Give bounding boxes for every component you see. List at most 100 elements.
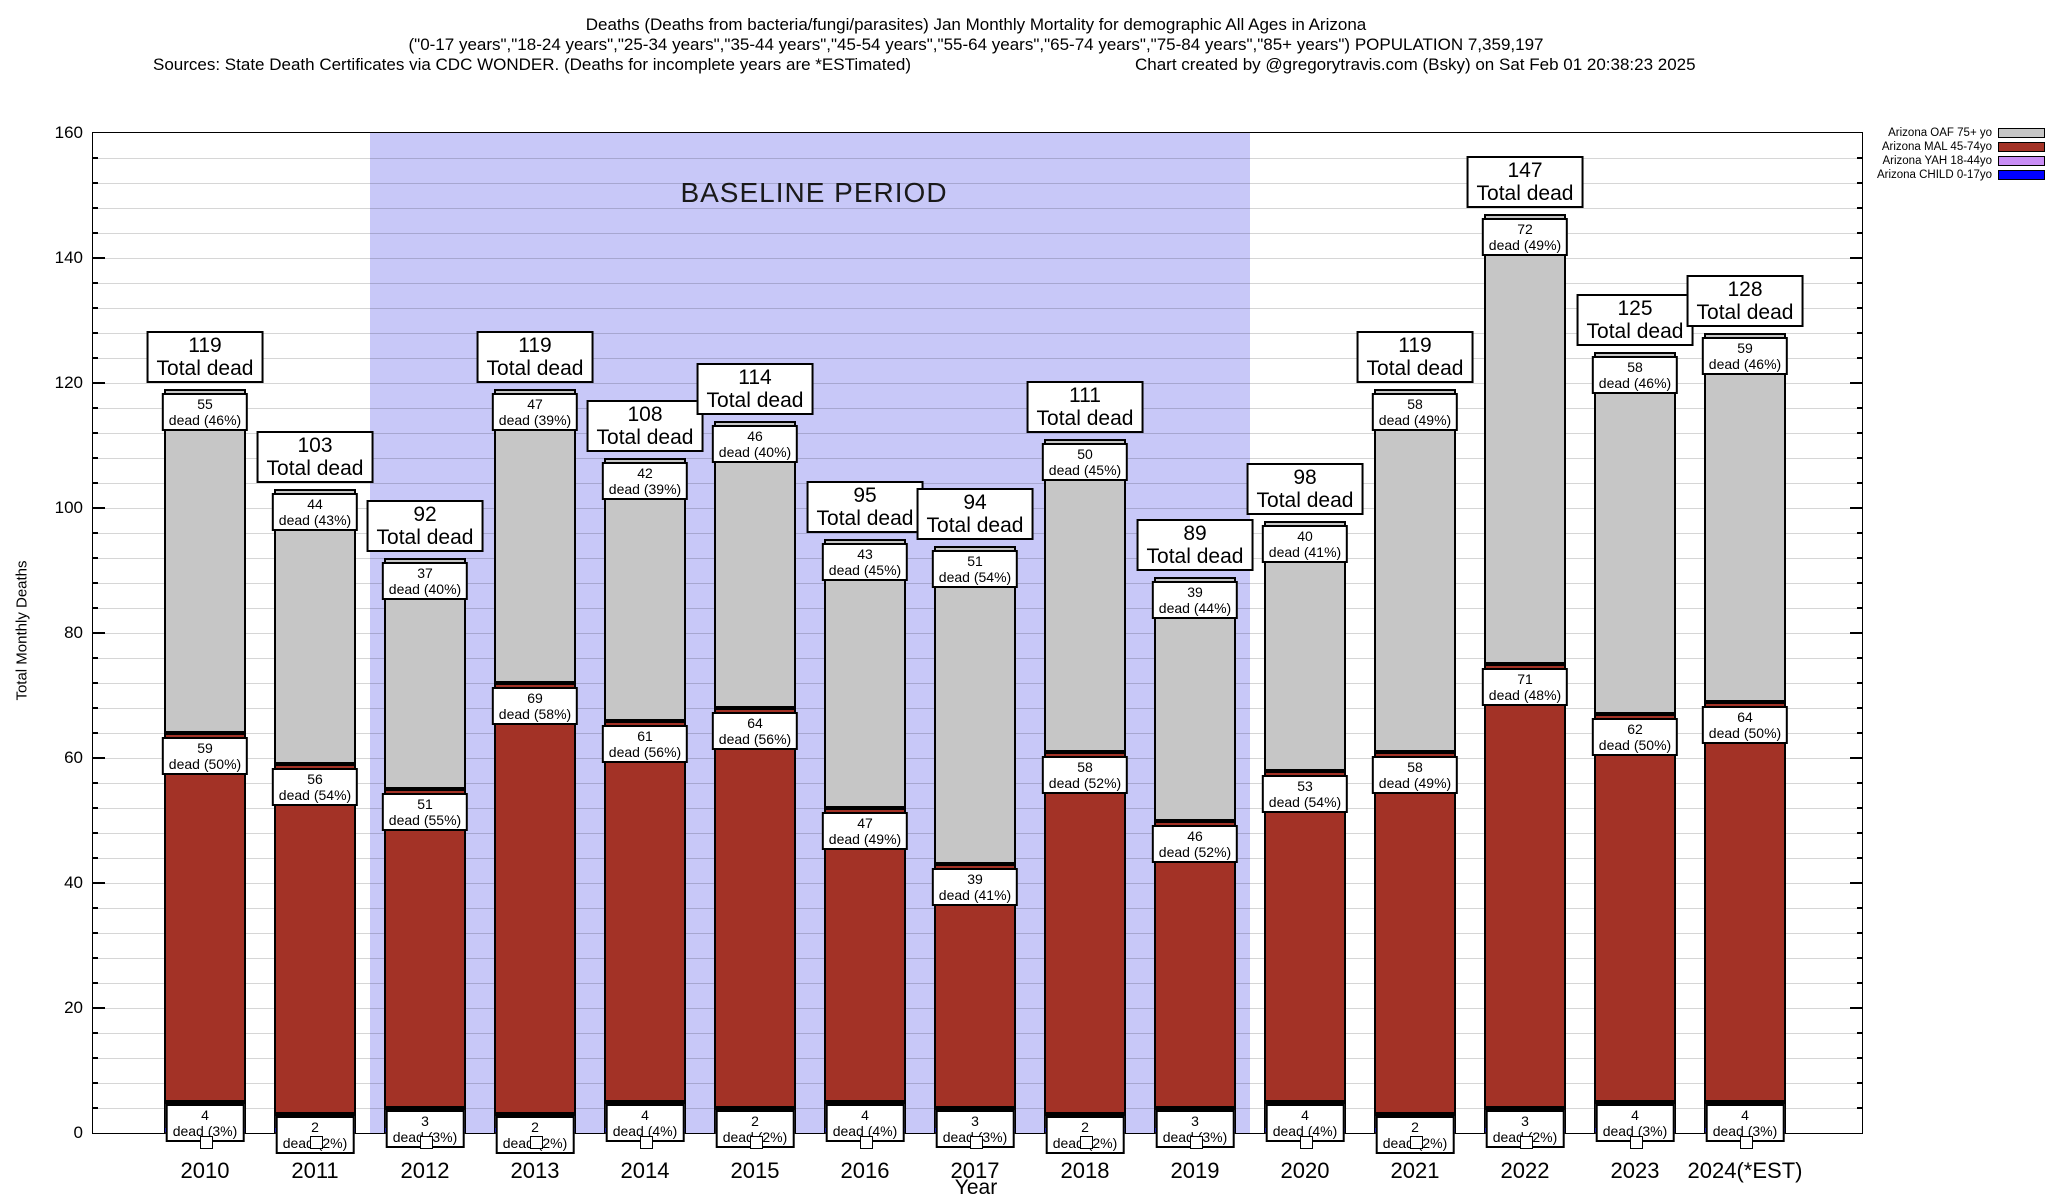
- legend-swatch: [1998, 127, 2045, 138]
- legend-swatch: [1998, 141, 2045, 152]
- child-label-box-2024(*EST): [1739, 1136, 1753, 1149]
- y-axis-tick: [1850, 1007, 1862, 1009]
- x-axis-year-label: 2023: [1610, 1158, 1660, 1183]
- segment-label-oaf-2018: 50 dead (45%): [1041, 443, 1129, 482]
- bar-segment-mal-2023: [1594, 714, 1676, 1102]
- segment-label-oaf-2013: 47 dead (39%): [491, 393, 579, 432]
- x-axis-year-label: 2017: [950, 1158, 1000, 1183]
- y-axis-tick: [93, 357, 98, 359]
- bar-segment-mal-2020: [1264, 770, 1346, 1102]
- total-label-2018: 111 Total dead: [1026, 381, 1144, 434]
- y-axis-tick: [1857, 432, 1862, 434]
- bar-segment-mal-2010: [164, 733, 246, 1102]
- x-axis-year-label: 2012: [400, 1158, 450, 1183]
- y-axis-tick: [93, 882, 105, 884]
- segment-label-yah-2010: 4 dead (3%): [165, 1103, 245, 1142]
- gridline: [93, 182, 1862, 184]
- bar-segment-oaf-2024(*EST): [1704, 333, 1786, 702]
- y-axis-tick: [1857, 932, 1862, 934]
- x-axis-year-label: 2013: [510, 1158, 560, 1183]
- segment-label-oaf-2012: 37 dead (40%): [381, 562, 469, 600]
- y-axis-tick: [93, 682, 98, 684]
- x-axis-year-label: 2021: [1390, 1158, 1440, 1183]
- y-axis-tick: [93, 957, 98, 959]
- x-axis-year-label: 2011: [291, 1158, 339, 1183]
- segment-label-oaf-2017: 51 dead (54%): [931, 549, 1019, 588]
- y-axis-tick: [93, 1107, 98, 1109]
- gridline: [93, 307, 1862, 309]
- total-label-2010: 119 Total dead: [146, 331, 264, 384]
- gridline: [93, 482, 1862, 484]
- segment-label-mal-2013: 69 dead (58%): [491, 687, 579, 725]
- bar-segment-oaf-2018: [1044, 439, 1126, 752]
- chart-subtitle: ("0-17 years","18-24 years","25-34 years…: [408, 35, 1544, 54]
- bar-segment-oaf-2014: [604, 458, 686, 721]
- y-axis-tick: [1857, 182, 1862, 184]
- y-axis-tick: [1857, 982, 1862, 984]
- total-label-2020: 98 Total dead: [1246, 462, 1364, 515]
- y-axis-tick: [1857, 732, 1862, 734]
- y-axis-tick: [93, 282, 98, 284]
- bar-segment-mal-2019: [1154, 820, 1236, 1108]
- y-axis-tick: [1857, 357, 1862, 359]
- segment-label-mal-2022: 71 dead (48%): [1481, 668, 1569, 707]
- bar-segment-mal-2013: [494, 683, 576, 1115]
- y-axis-tick: [93, 1032, 98, 1034]
- bar-segment-mal-2015: [714, 708, 796, 1108]
- segment-label-oaf-2020: 40 dead (41%): [1261, 524, 1349, 563]
- y-axis-tick: [93, 382, 105, 384]
- segment-label-mal-2021: 58 dead (49%): [1371, 755, 1459, 794]
- segment-label-mal-2023: 62 dead (50%): [1591, 718, 1679, 757]
- y-axis-tick: [93, 982, 98, 984]
- child-label-box-2016: [859, 1136, 873, 1149]
- segment-label-mal-2015: 64 dead (56%): [711, 712, 799, 750]
- child-label-box-2023: [1629, 1136, 1643, 1149]
- y-axis-tick: [93, 407, 98, 409]
- gridline: [93, 257, 1862, 259]
- y-axis-tick: [1857, 157, 1862, 159]
- legend-row: Arizona YAH 18-44yo: [1845, 154, 2045, 167]
- total-label-2013: 119 Total dead: [476, 331, 594, 384]
- bar-segment-oaf-2022: [1484, 214, 1566, 665]
- y-axis-tick: [1857, 1057, 1862, 1059]
- y-axis-tick: [93, 182, 98, 184]
- y-axis-tick: [93, 1057, 98, 1059]
- y-axis-tick: [93, 232, 98, 234]
- y-axis-tick: [93, 207, 98, 209]
- y-axis-tick: [1857, 1032, 1862, 1034]
- x-axis-year-label: 2015: [730, 1158, 780, 1183]
- segment-label-oaf-2021: 58 dead (49%): [1371, 393, 1459, 432]
- bar-segment-mal-2022: [1484, 664, 1566, 1108]
- legend-row: Arizona CHILD 0-17yo: [1845, 168, 2045, 181]
- segment-label-mal-2016: 47 dead (49%): [821, 812, 909, 850]
- gridline: [93, 407, 1862, 409]
- y-axis-tick: [93, 757, 105, 759]
- gridline: [93, 382, 1862, 384]
- y-axis-tick: [1857, 282, 1862, 284]
- y-axis-tick: [93, 932, 98, 934]
- y-axis-tick: [93, 857, 98, 859]
- y-axis-tick: [1857, 857, 1862, 859]
- segment-label-yah-2020: 4 dead (4%): [1265, 1103, 1345, 1142]
- gridline: [93, 432, 1862, 434]
- x-axis-year-label: 2016: [840, 1158, 890, 1183]
- bar-segment-oaf-2016: [824, 539, 906, 808]
- y-axis-tick: [93, 557, 98, 559]
- y-axis-tick: [93, 157, 98, 159]
- child-label-box-2011: [309, 1136, 323, 1149]
- y-axis-tick: [93, 582, 98, 584]
- gridline: [93, 232, 1862, 234]
- y-axis-tick: [1857, 807, 1862, 809]
- y-axis-tick: [1857, 557, 1862, 559]
- child-label-box-2022: [1519, 1136, 1533, 1149]
- y-axis-tick-label: 100: [54, 498, 83, 517]
- segment-label-mal-2010: 59 dead (50%): [161, 737, 249, 775]
- y-axis-tick: [93, 1007, 105, 1009]
- y-axis-tick-label: 60: [64, 748, 83, 767]
- gridline: [93, 157, 1862, 159]
- y-axis-tick: [1857, 1107, 1862, 1109]
- y-axis-tick: [93, 1082, 98, 1084]
- y-axis-tick: [93, 907, 98, 909]
- x-axis-year-label: 2020: [1280, 1158, 1330, 1183]
- y-axis-tick: [93, 607, 98, 609]
